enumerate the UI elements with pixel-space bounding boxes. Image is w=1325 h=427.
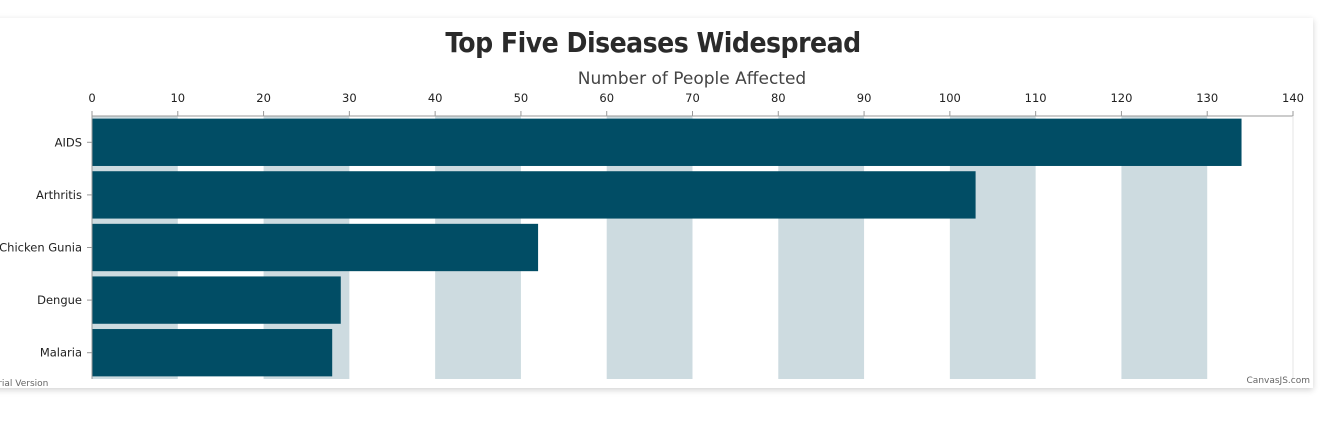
category-label: AIDS [55, 135, 82, 149]
x-tick-label: 70 [685, 91, 700, 105]
category-labels: AIDS Arthritis Chicken Gunia Dengue Malaria [0, 135, 92, 360]
x-tick-label: 80 [771, 91, 786, 105]
trial-version-label: Trial Version [0, 379, 48, 389]
bar[interactable] [92, 118, 1242, 166]
category-label: Chicken Gunia [0, 241, 82, 255]
x-tick-label: 130 [1196, 91, 1218, 105]
category-label: Arthritis [36, 188, 82, 202]
bar[interactable] [92, 276, 341, 324]
x-tick-labels: 0 10 20 30 40 50 60 70 80 90 100 110 120 130 140 [88, 91, 1304, 116]
bars-group [92, 118, 1242, 377]
x-tick-label: 10 [170, 91, 185, 105]
bar[interactable] [92, 223, 539, 272]
x-tick-label: 120 [1110, 91, 1132, 105]
bar[interactable] [92, 171, 976, 219]
credits-link[interactable]: CanvasJS.com [1247, 376, 1310, 386]
x-tick-label: 0 [88, 91, 95, 105]
category-label: Dengue [37, 293, 82, 307]
x-tick-label: 110 [1025, 91, 1047, 105]
x-tick-label: 30 [342, 91, 357, 105]
chart-title: Top Five Diseases Widespread [445, 26, 860, 59]
x-tick-label: 140 [1282, 91, 1304, 105]
x-tick-label: 60 [599, 91, 614, 105]
x-tick-label: 50 [514, 91, 529, 105]
x-tick-label: 100 [939, 91, 961, 105]
x-tick-label: 40 [428, 91, 443, 105]
x-tick-label: 20 [256, 91, 271, 105]
x-tick-label: 90 [857, 91, 872, 105]
category-label: Malaria [40, 346, 82, 360]
axis-title: Number of People Affected [578, 69, 806, 89]
bar[interactable] [92, 329, 333, 377]
